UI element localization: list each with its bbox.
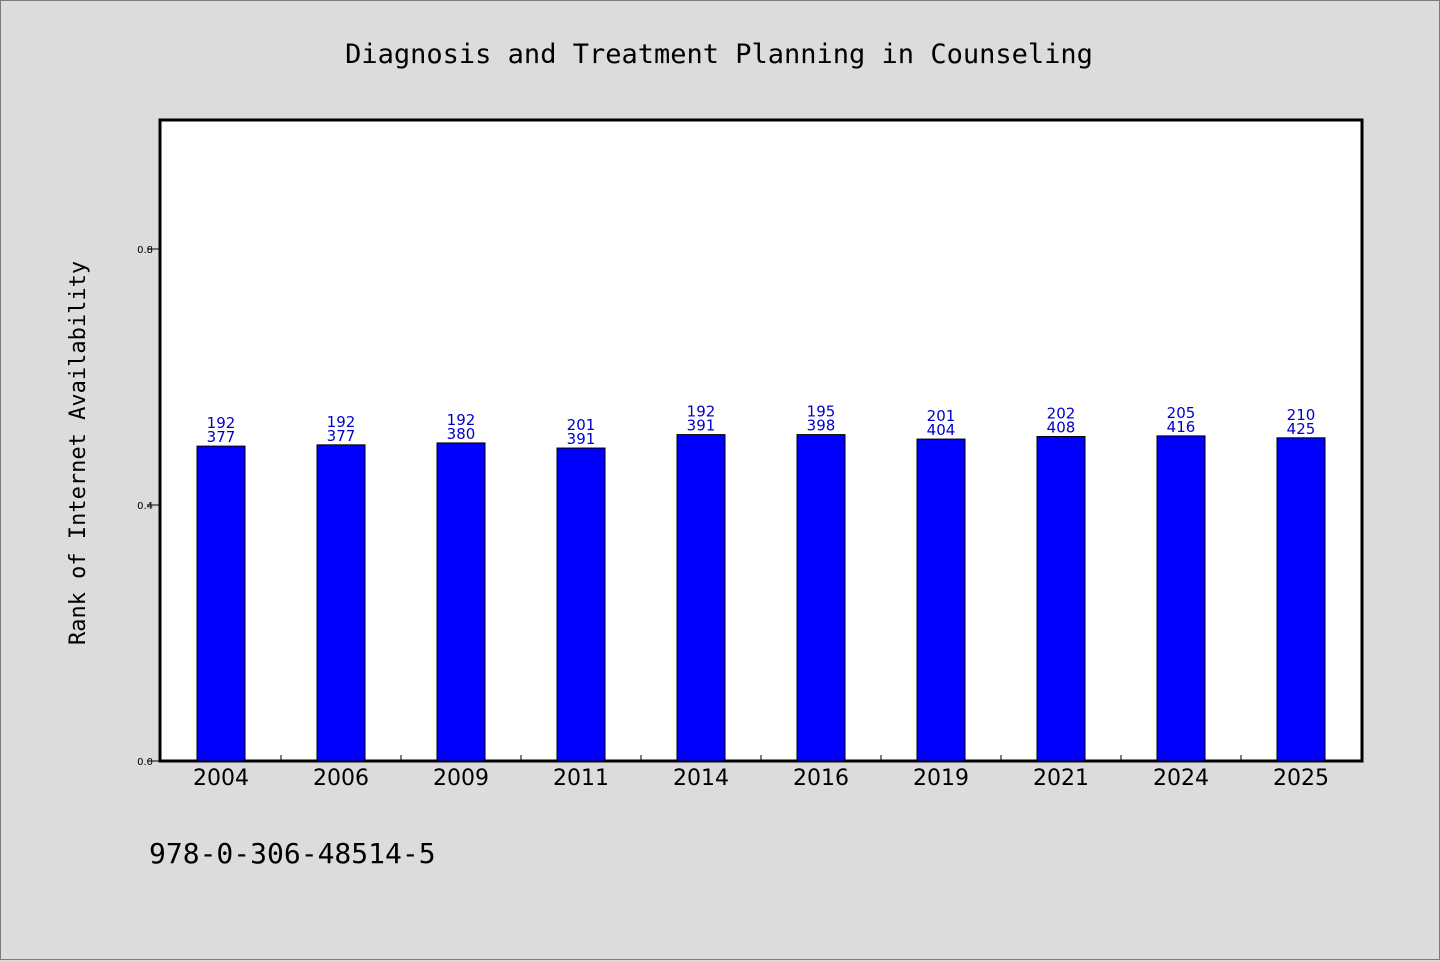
data-label-bottom: 377 [327,427,356,445]
bars-group [196,434,1326,762]
x-tick-label: 2004 [193,766,249,791]
data-label-bottom: 377 [207,428,236,446]
data-label-top: 202 [1047,405,1076,423]
data-label-top: 192 [447,411,476,429]
x-tick-label: 2025 [1273,766,1329,791]
data-label-top: 201 [927,407,956,425]
bar-2024 [1156,435,1206,762]
x-tick-label: 2019 [913,766,969,791]
isbn-text: 978-0-306-48514-5 [149,837,436,870]
chart-title: Diagnosis and Treatment Planning in Coun… [345,39,1093,70]
y-axis-ticks: 0.0 0.4 0.8 [137,245,161,768]
x-tick-label: 2024 [1153,766,1209,791]
bar-2014 [676,434,726,762]
bar-2009 [436,442,486,762]
bar-2021 [1036,436,1086,762]
y-tick-label: 0.0 [137,757,153,768]
data-label-bottom: 416 [1167,418,1196,436]
data-label-bottom: 391 [687,417,716,435]
data-label-top: 201 [567,416,596,434]
data-label-top: 192 [327,413,356,431]
bar-2006 [316,444,366,762]
y-axis-label: Rank of Internet Availability [66,261,91,645]
data-label-top: 210 [1287,406,1316,424]
bar-2019 [916,438,966,762]
data-label-top: 192 [207,414,236,432]
data-label-bottom: 404 [927,421,956,439]
x-axis-ticks: 2004 2006 2009 2011 2014 2016 2019 2021 2024 2025 [193,755,1329,791]
x-tick-label: 2021 [1033,766,1089,791]
y-tick-label: 0.4 [137,501,153,512]
bar-2016 [796,434,846,762]
data-label-top: 205 [1167,404,1196,422]
data-label-bottom: 398 [807,417,836,435]
x-tick-label: 2016 [793,766,849,791]
x-tick-label: 2014 [673,766,729,791]
data-label-bottom: 380 [447,425,476,443]
data-label-bottom: 425 [1287,420,1316,438]
bar-2025 [1276,437,1326,762]
bar-2004 [196,445,246,762]
x-tick-label: 2011 [553,766,609,791]
y-tick-label: 0.8 [137,245,153,256]
data-label-top: 192 [687,403,716,421]
x-tick-label: 2006 [313,766,369,791]
data-label-bottom: 408 [1047,419,1076,437]
x-tick-label: 2009 [433,766,489,791]
bar-2011 [556,447,606,762]
data-label-top: 195 [807,403,836,421]
data-label-bottom: 391 [567,430,596,448]
